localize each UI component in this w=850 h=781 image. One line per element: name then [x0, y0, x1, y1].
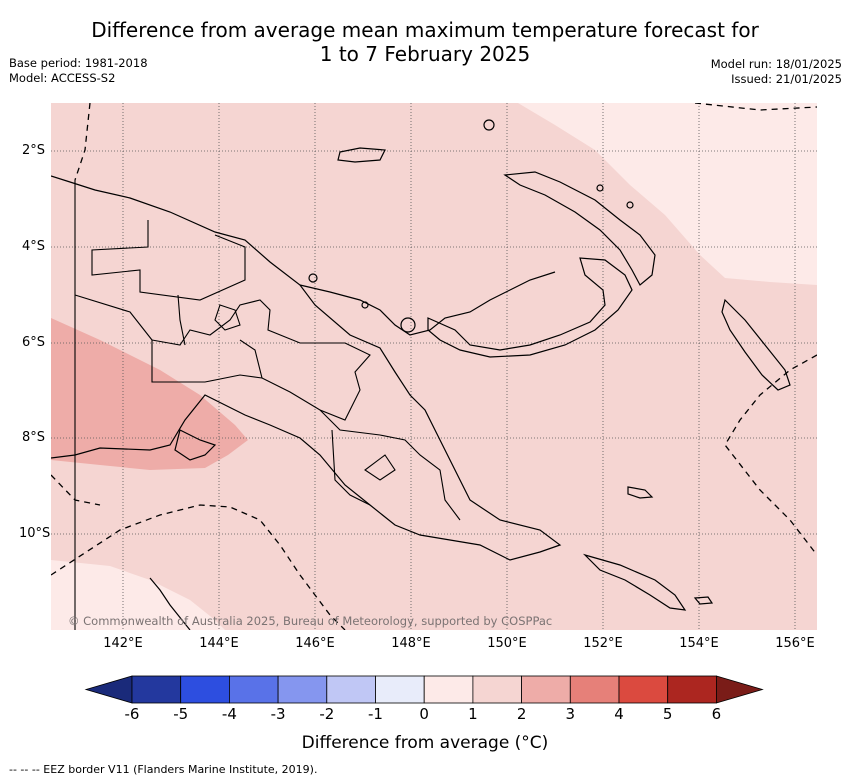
coastline	[51, 119, 791, 630]
colorbar-segment	[131, 675, 182, 704]
eez-border-south	[51, 504, 346, 630]
colorbar-over-arrow	[716, 675, 764, 704]
meta-right: Model run: 18/01/2025 Issued: 21/01/2025	[711, 57, 842, 87]
colorbar-tick-label: -6	[124, 705, 140, 723]
model-run: Model run: 18/01/2025	[710, 57, 842, 71]
colorbar-tick-label: 1	[468, 705, 478, 723]
colorbar-tick-label: -4	[221, 705, 237, 723]
eez-border-southwest	[51, 474, 101, 506]
eez-borders	[51, 103, 817, 630]
island	[626, 201, 634, 209]
colorbar-segment	[667, 675, 717, 704]
colorbar-tick-label: 4	[614, 705, 624, 723]
colorbar-tick-label: 0	[419, 705, 429, 723]
coastline-manus	[337, 147, 386, 163]
colorbar-tick-label: 5	[662, 705, 673, 723]
coastline-louisiade	[582, 553, 687, 611]
lat-label-10s: 10°S	[19, 526, 51, 541]
anomaly-fill-2-3-west	[51, 318, 248, 470]
island	[483, 119, 495, 131]
anomaly-fill-0-1-northeast	[518, 103, 817, 285]
copyright-notice: © Commonwealth of Australia 2025, Bureau…	[68, 614, 553, 628]
eez-legend-note: -- -- -- EEZ border V11 (Flanders Marine…	[9, 763, 318, 776]
colorbar-under-arrow	[84, 675, 133, 704]
colorbar-segment	[228, 675, 279, 704]
lon-label-148e: 148°E	[391, 636, 431, 651]
colorbar-segment	[423, 675, 474, 704]
colorbar-segment	[180, 675, 230, 704]
colorbar-tick-label: 2	[516, 705, 527, 723]
base-period: Base period: 1981-2018	[9, 56, 148, 70]
colorbar-segment	[569, 675, 620, 704]
eez-border-east	[724, 354, 817, 556]
anomaly-fill-0-1-southwest	[51, 560, 225, 630]
model-name: Model: ACCESS-S2	[9, 71, 116, 85]
colorbar-tick-label: -5	[173, 705, 189, 723]
lon-label-144e: 144°E	[199, 636, 239, 651]
colorbar-tick-label: -1	[368, 705, 383, 723]
coastline-bougainville	[721, 298, 791, 391]
coastline-new-britain	[427, 257, 633, 358]
lat-label-4s: 4°S	[21, 239, 45, 254]
colorbar-segment	[618, 675, 669, 704]
map-title-line2: 1 to 7 February 2025	[319, 42, 531, 66]
lon-label-152e: 152°E	[583, 636, 623, 651]
lat-label-8s: 8°S	[21, 430, 45, 445]
colorbar-tick-label: 3	[565, 705, 576, 723]
colorbar-segment	[375, 675, 425, 704]
lon-label-150e: 150°E	[487, 636, 527, 651]
eez-border-north	[74, 103, 91, 181]
meta-left: Base period: 1981-2018 Model: ACCESS-S2	[9, 56, 148, 86]
issued-date: Issued: 21/01/2025	[731, 72, 842, 86]
lon-label-146e: 146°E	[295, 636, 335, 651]
colorbar-tick-label: -3	[270, 705, 286, 723]
map-title-line1: Difference from average mean maximum tem…	[91, 18, 759, 42]
colorbar-tick-label: -2	[319, 705, 335, 723]
colorbar-segment	[326, 675, 376, 704]
lat-label-6s: 6°S	[21, 335, 45, 350]
coastline-new-guinea	[51, 175, 562, 561]
eez-border-northeast	[694, 103, 817, 111]
admin-borders	[74, 180, 461, 630]
island	[596, 184, 604, 192]
coastline-fly-delta	[174, 429, 217, 461]
map-title: Difference from average mean maximum tem…	[0, 18, 850, 66]
coastline-woodlark	[627, 486, 654, 499]
colorbar-segment	[277, 675, 328, 704]
colorbar-label: Difference from average (°C)	[301, 733, 549, 753]
island	[308, 273, 318, 283]
lon-label-142e: 142°E	[103, 636, 143, 651]
island	[400, 317, 416, 333]
colorbar-segment	[521, 675, 571, 704]
lon-label-154e: 154°E	[679, 636, 719, 651]
graticule	[51, 103, 817, 630]
lat-label-2s: 2°S	[21, 143, 45, 158]
coastline-huon	[299, 271, 556, 336]
island	[361, 301, 369, 309]
colorbar-tick-label: 6	[711, 705, 722, 723]
coastline-rossel	[693, 596, 714, 605]
colorbar-segment	[472, 675, 522, 704]
coastline-cape-york	[149, 577, 191, 630]
lon-label-156e: 156°E	[775, 636, 815, 651]
coastline-new-ireland	[503, 171, 656, 286]
